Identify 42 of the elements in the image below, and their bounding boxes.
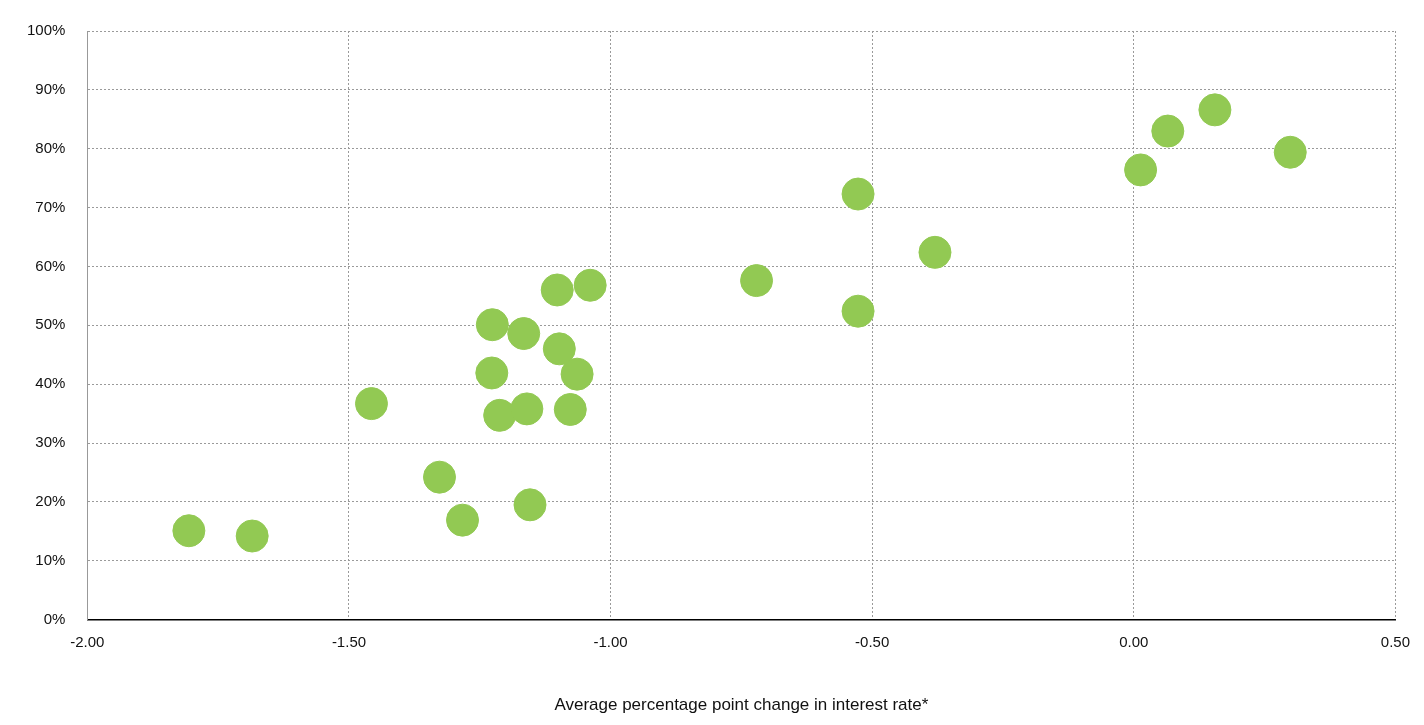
point (1198, 93, 1232, 127)
point (422, 460, 456, 494)
point (841, 294, 875, 328)
x-tick-label: -2.00 (70, 632, 105, 650)
point (540, 273, 574, 307)
point (740, 264, 774, 298)
point (235, 519, 269, 553)
x-tick-label: -0.50 (855, 632, 890, 650)
point (560, 357, 594, 391)
point (475, 356, 509, 390)
y-tick-label: 50% (35, 315, 66, 333)
y-tick-label: 40% (35, 374, 66, 392)
y-tick-label: 80% (35, 138, 66, 156)
point (553, 392, 587, 426)
y-tick-label: 10% (35, 550, 66, 568)
y-tick-label: 100% (26, 21, 66, 39)
point (841, 177, 875, 211)
point (354, 387, 388, 421)
point (513, 488, 547, 522)
point (1124, 153, 1158, 187)
point (483, 398, 517, 432)
point (172, 514, 206, 548)
x-tick-label: 0.00 (1119, 632, 1149, 650)
point (1273, 135, 1307, 169)
y-tick-label: 60% (35, 256, 66, 274)
point (446, 503, 480, 537)
x-tick-label: -1.50 (331, 632, 367, 650)
x-tick-label: -1.00 (593, 632, 628, 650)
point (507, 317, 541, 351)
point (510, 392, 544, 426)
x-tick-label: 0.50 (1380, 632, 1410, 650)
point (1151, 114, 1185, 148)
x-axis-title: Average percentage point change in interest rate* (554, 695, 929, 715)
point (918, 235, 952, 269)
y-tick-label: 30% (35, 433, 66, 451)
y-tick-label: 90% (35, 80, 66, 97)
y-tick-label: 20% (35, 492, 66, 510)
point (542, 332, 576, 366)
y-tick-label: 70% (35, 197, 66, 215)
y-tick-label: 0% (43, 609, 66, 627)
point (573, 268, 607, 302)
point (475, 308, 509, 342)
